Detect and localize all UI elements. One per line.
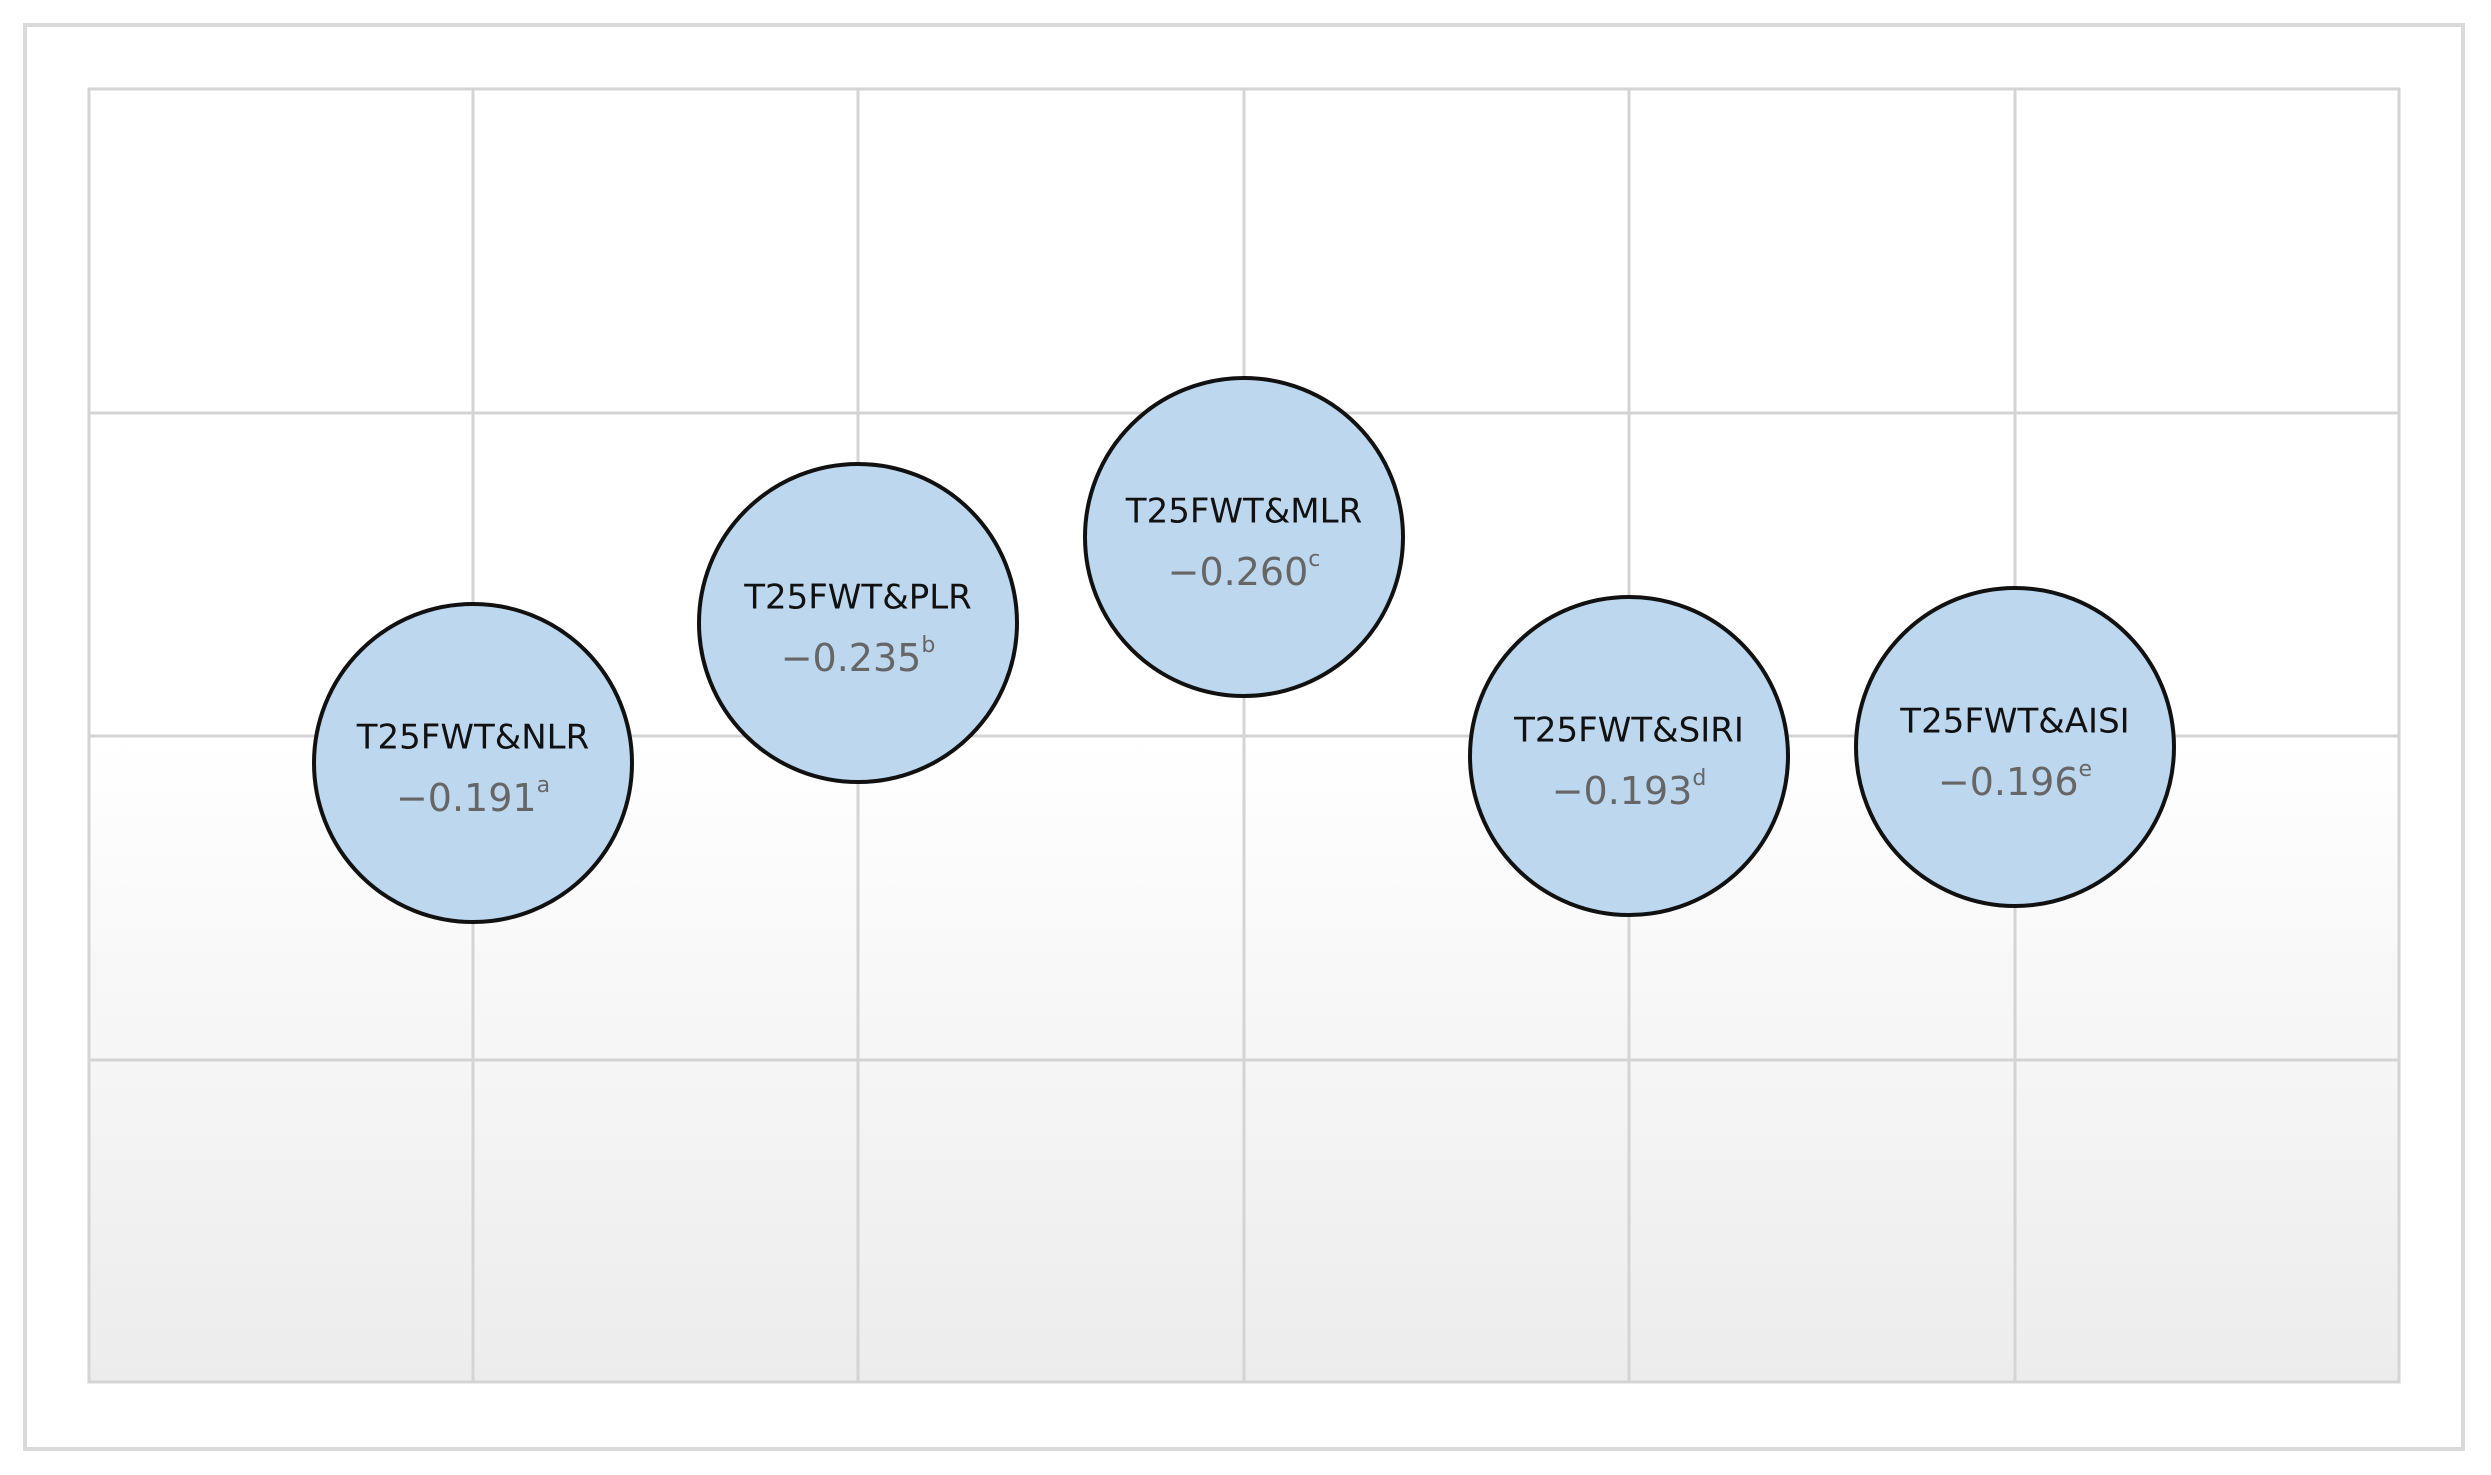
node: T25FWT&PLR −0.235b	[697, 462, 1019, 784]
node-note: d	[1692, 766, 1706, 791]
node-value-line: −0.193d	[1552, 766, 1707, 813]
node-circle	[1468, 595, 1790, 917]
node: T25FWT&SIRI −0.193d	[1468, 595, 1790, 917]
node: T25FWT&NLR −0.191a	[312, 602, 634, 924]
node-value-line: −0.196e	[1938, 757, 2092, 804]
node-circle	[312, 602, 634, 924]
node-value-line: −0.235b	[781, 633, 936, 680]
node-value: −0.193	[1552, 769, 1693, 813]
node-circle	[697, 462, 1019, 784]
node-label: T25FWT&AISI	[1899, 702, 2129, 742]
node-value-line: −0.191a	[396, 773, 550, 820]
node-note: c	[1308, 547, 1320, 572]
node-circle	[1083, 376, 1405, 698]
node-value: −0.235	[781, 636, 922, 680]
node-label: T25FWT&PLR	[743, 578, 972, 618]
node-note: e	[2079, 757, 2093, 782]
node-value: −0.191	[396, 776, 537, 820]
node-label: T25FWT&NLR	[356, 718, 590, 758]
node-label: T25FWT&SIRI	[1513, 711, 1744, 751]
node-value: −0.196	[1938, 760, 2079, 804]
node-label: T25FWT&MLR	[1125, 492, 1362, 532]
node-note: b	[921, 633, 935, 658]
node-note: a	[537, 773, 550, 798]
node: T25FWT&MLR −0.260c	[1083, 376, 1405, 698]
node-circle	[1854, 586, 2176, 908]
node-value: −0.260	[1168, 550, 1309, 594]
node-value-line: −0.260c	[1168, 547, 1321, 594]
node: T25FWT&AISI −0.196e	[1854, 586, 2176, 908]
